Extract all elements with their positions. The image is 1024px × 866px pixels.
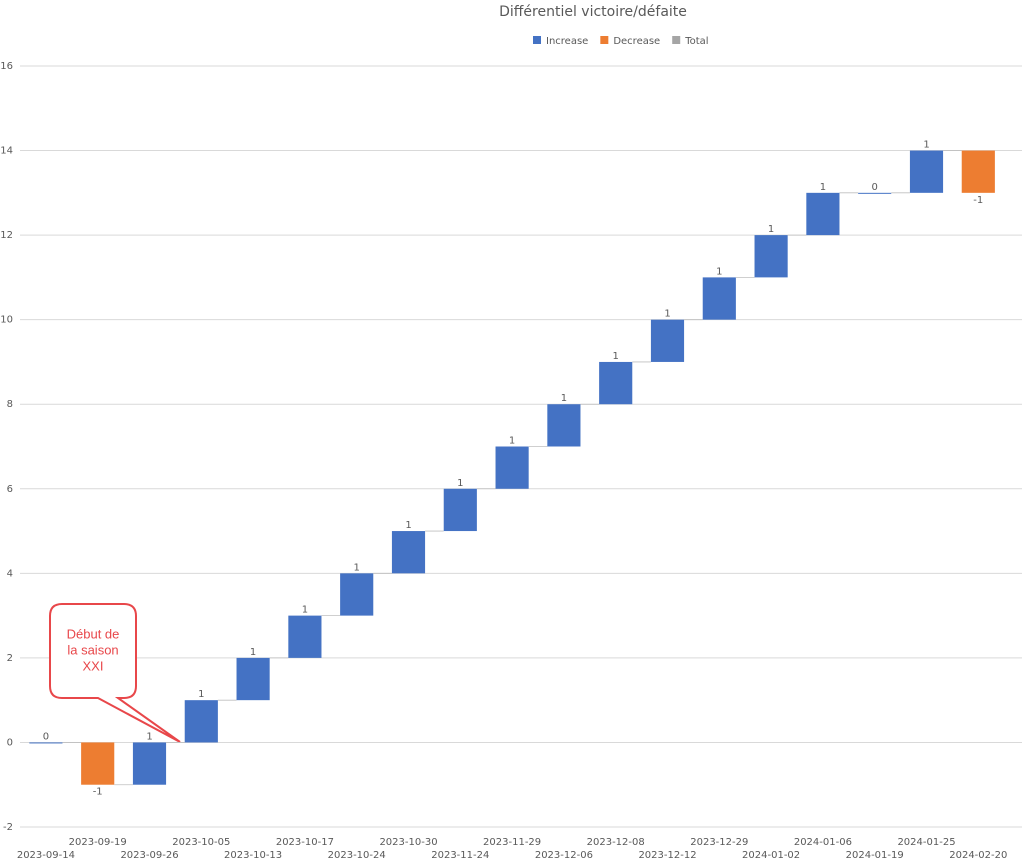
y-tick-label: -2 [3, 822, 13, 833]
x-tick-label: 2023-09-19 [69, 837, 127, 848]
value-label: 1 [198, 689, 204, 700]
y-tick-label: 16 [0, 61, 13, 72]
value-label: -1 [973, 195, 983, 206]
x-tick-label: 2023-10-30 [379, 837, 437, 848]
x-tick-label: 2023-12-08 [587, 837, 645, 848]
bar [547, 404, 581, 447]
bar [132, 742, 167, 785]
x-tick-label: 2023-10-17 [276, 837, 334, 848]
value-label: -1 [93, 787, 103, 798]
legend-label: Increase [546, 36, 588, 47]
bar [806, 192, 840, 236]
x-tick-label: 2023-09-26 [120, 850, 178, 861]
value-label: 1 [768, 224, 774, 235]
value-label: 1 [716, 266, 722, 277]
legend-label: Decrease [613, 36, 660, 47]
value-label: 1 [613, 351, 619, 362]
bar [288, 615, 322, 658]
bar [858, 192, 892, 194]
value-label: 1 [302, 605, 308, 616]
y-tick-label: 2 [7, 653, 13, 664]
x-tick-label: 2024-01-25 [897, 837, 955, 848]
value-label: 1 [820, 182, 826, 193]
value-label: 1 [250, 647, 256, 658]
value-label: 1 [509, 436, 515, 447]
x-tick-label: 2023-12-06 [535, 850, 593, 861]
bar [702, 277, 736, 320]
value-label: 1 [457, 478, 463, 489]
callout [49, 603, 181, 743]
bar [391, 531, 426, 574]
x-tick-label: 2023-11-24 [431, 850, 489, 861]
x-tick-label: 2023-12-12 [638, 850, 696, 861]
bar [754, 235, 788, 278]
chart-title: Différentiel victoire/défaite [499, 4, 687, 20]
y-tick-label: 0 [7, 737, 13, 748]
x-tick-label: 2023-10-05 [172, 837, 230, 848]
y-tick-label: 4 [7, 568, 13, 579]
y-tick-label: 12 [0, 230, 13, 241]
y-tick-label: 6 [7, 484, 13, 495]
annotation: la saison [67, 642, 118, 657]
x-tick-label: 2023-09-14 [17, 850, 75, 861]
y-tick-label: 10 [0, 315, 13, 326]
annotation: Début de [67, 626, 120, 641]
value-label: 0 [43, 731, 49, 742]
value-label: 1 [923, 140, 929, 151]
x-tick-label: 2023-10-24 [328, 850, 386, 861]
legend-label: Total [684, 36, 708, 47]
bar [443, 488, 477, 532]
bar [184, 700, 218, 743]
legend-swatch [672, 36, 681, 44]
bar [29, 742, 63, 744]
value-label: 1 [561, 393, 567, 404]
bar [340, 573, 374, 616]
bar [495, 446, 529, 489]
bar [81, 742, 115, 785]
x-tick-label: 2024-01-06 [794, 837, 852, 848]
x-tick-label: 2024-01-19 [846, 850, 904, 861]
x-tick-label: 2024-02-20 [949, 850, 1007, 861]
y-tick-label: 14 [0, 146, 13, 157]
bar [961, 150, 995, 193]
legend-swatch [533, 36, 541, 44]
x-tick-label: 2023-10-13 [224, 850, 282, 861]
x-tick-label: 2023-11-29 [483, 837, 541, 848]
bar [236, 657, 270, 701]
bar [650, 319, 685, 362]
annotation: XXI [83, 658, 104, 673]
bar [909, 150, 944, 193]
value-label: 1 [405, 520, 411, 531]
bar [599, 361, 633, 405]
value-label: 1 [354, 562, 360, 573]
x-tick-label: 2023-12-29 [690, 837, 748, 848]
value-label: 1 [664, 309, 670, 320]
value-label: 1 [146, 731, 152, 742]
legend-swatch [600, 36, 609, 44]
y-tick-label: 8 [7, 399, 13, 410]
x-tick-label: 2024-01-02 [742, 850, 800, 861]
value-label: 0 [872, 182, 878, 193]
